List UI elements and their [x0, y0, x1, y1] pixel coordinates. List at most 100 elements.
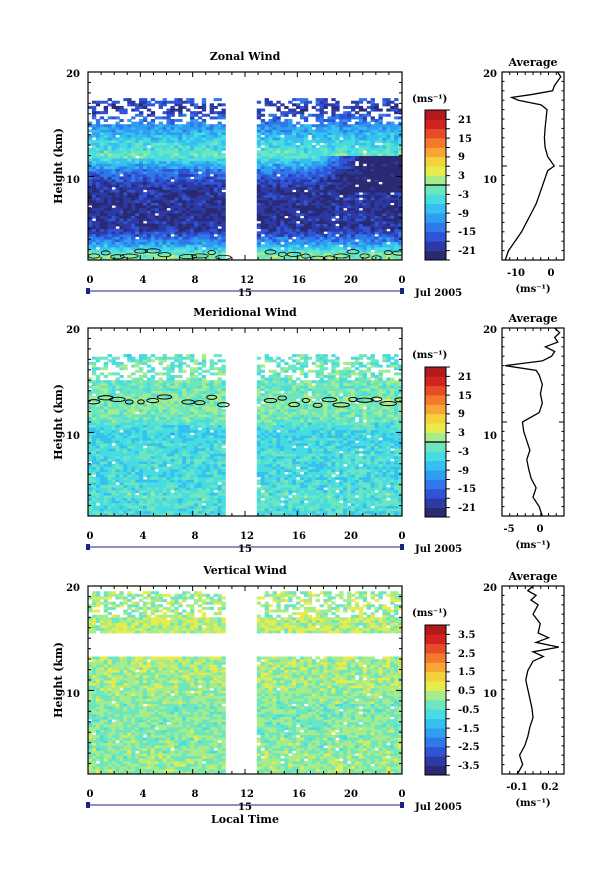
field-cell [288, 129, 293, 133]
field-cell [111, 487, 116, 491]
field-cell [193, 244, 199, 248]
field-cell [217, 129, 222, 133]
field-cell [135, 403, 140, 407]
field-cell [303, 184, 309, 188]
field-cell [311, 168, 317, 172]
field-cell [303, 152, 309, 156]
field-cell [139, 244, 144, 248]
field-cell [107, 116, 112, 120]
field-cell [107, 508, 112, 512]
field-cell [382, 142, 387, 146]
field-cell [123, 497, 128, 501]
field-cell [103, 513, 109, 516]
field-cell [378, 166, 383, 170]
field-cell [119, 500, 124, 504]
field-cell [170, 197, 175, 201]
field-cell [311, 205, 317, 209]
field-cell [370, 163, 375, 167]
field-cell [354, 220, 360, 224]
field-cell [370, 98, 375, 102]
field-cell [197, 233, 203, 237]
field-cell [343, 121, 348, 125]
field-cell [178, 257, 183, 260]
field-cell [374, 119, 379, 123]
field-cell [256, 132, 262, 136]
field-cell [374, 199, 379, 203]
field-cell [374, 121, 379, 125]
field-cell [260, 160, 266, 164]
field-cell [323, 184, 328, 188]
field-cell [88, 189, 93, 193]
field-cell [264, 239, 269, 243]
field-cell [103, 380, 109, 384]
field-cell [284, 126, 289, 130]
field-cell [115, 228, 120, 232]
field-cell [335, 137, 340, 141]
field-cell [378, 150, 383, 154]
field-cell [91, 236, 97, 240]
field-cell [268, 194, 273, 198]
field-cell [99, 401, 105, 405]
field-cell [358, 132, 364, 136]
field-cell [221, 173, 226, 177]
field-cell [398, 220, 402, 224]
field-cell [162, 173, 167, 177]
field-cell [154, 228, 160, 232]
field-cell [146, 205, 152, 209]
field-cell [315, 173, 320, 177]
field-cell [280, 158, 285, 162]
field-cell [284, 205, 289, 209]
field-cell [350, 231, 356, 235]
field-cell [299, 179, 305, 183]
field-cell [99, 124, 105, 128]
field-cell [99, 482, 105, 486]
field-cell [88, 142, 93, 146]
field-cell [182, 184, 187, 188]
field-cell [186, 226, 191, 230]
field-cell [331, 163, 336, 167]
field-cell [264, 152, 269, 156]
field-cell [115, 476, 120, 480]
field-cell [268, 202, 273, 206]
field-cell [119, 401, 124, 405]
field-cell [217, 176, 222, 180]
field-cell [296, 241, 301, 245]
field-cell [358, 244, 364, 248]
field-cell [315, 226, 320, 230]
field-cell [280, 160, 285, 164]
field-cell [331, 160, 336, 164]
field-cell [311, 241, 317, 245]
field-cell [370, 218, 375, 222]
field-cell [111, 171, 116, 175]
field-cell [115, 254, 120, 258]
field-cell [115, 505, 120, 509]
field-cell [182, 202, 187, 206]
field-cell [268, 252, 273, 256]
field-cell [366, 171, 372, 175]
field-cell [350, 210, 356, 214]
field-cell [95, 142, 101, 146]
field-cell [213, 134, 218, 138]
field-cell [88, 390, 93, 394]
field-cell [370, 207, 375, 211]
field-cell [99, 145, 105, 149]
field-cell [111, 194, 116, 198]
field-cell [264, 207, 269, 211]
field-cell [276, 257, 281, 260]
field-cell [296, 139, 301, 143]
field-cell [107, 150, 112, 154]
field-cell [315, 239, 320, 243]
field-cell [166, 194, 171, 198]
field-cell [107, 213, 112, 217]
field-cell [256, 236, 262, 240]
field-cell [127, 471, 132, 475]
field-cell [374, 179, 379, 183]
field-cell [162, 171, 167, 175]
field-cell [158, 192, 163, 196]
field-cell [99, 132, 105, 136]
field-cell [390, 184, 395, 188]
field-cell [186, 134, 191, 138]
field-cell [88, 197, 93, 201]
field-cell [178, 147, 183, 151]
field-cell [186, 228, 191, 232]
